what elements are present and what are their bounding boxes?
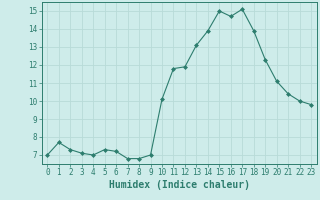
X-axis label: Humidex (Indice chaleur): Humidex (Indice chaleur): [109, 180, 250, 190]
